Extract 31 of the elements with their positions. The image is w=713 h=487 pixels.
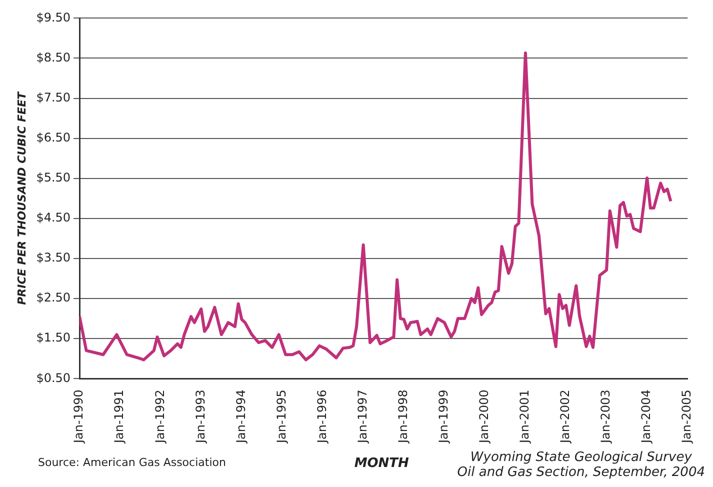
x-tick-label: Jan-2000 — [477, 390, 492, 444]
y-tick-label: $1.50 — [36, 330, 71, 345]
source-note: Source: American Gas Association — [38, 456, 226, 469]
y-tick-label: $9.50 — [36, 10, 71, 24]
x-tick-label: Jan-1994 — [234, 390, 248, 444]
y-tick-label: $5.50 — [36, 170, 71, 185]
x-tick-label: Jan-1995 — [274, 390, 288, 444]
x-axis-title: MONTH — [354, 456, 409, 471]
y-tick-label: $6.50 — [36, 130, 71, 144]
y-tick-label: $0.50 — [36, 370, 71, 385]
x-tick-label: Jan-1993 — [193, 390, 208, 444]
text: Wyoming State Geological Survey — [469, 450, 693, 465]
x-tick-label: Jan-1992 — [152, 390, 167, 444]
x-tick-label: Jan-2003 — [598, 390, 613, 444]
y-tick-label: $4.50 — [36, 210, 71, 225]
x-tick-label: Jan-1996 — [314, 390, 329, 444]
y-axis-title: PRICE PER THOUSAND CUBIC FEET — [15, 90, 28, 305]
x-tick-label: Jan-1997 — [355, 390, 370, 444]
y-tick-label: $7.50 — [36, 90, 71, 104]
x-tick-label: Jan-1990 — [72, 390, 86, 444]
x-tick-label: Jan-2001 — [518, 390, 532, 444]
x-tick-label: Jan-2004 — [639, 390, 654, 444]
y-tick-label: $3.50 — [36, 250, 71, 265]
text: Oil and Gas Section, September, 2004 — [457, 465, 705, 480]
y-tick-label: $8.50 — [36, 50, 71, 64]
y-tick-label: $2.50 — [36, 290, 71, 305]
x-tick-label: Jan-1999 — [436, 390, 451, 444]
x-tick-label: Jan-2005 — [680, 390, 694, 444]
x-tick-label: Jan-1991 — [112, 390, 126, 444]
x-tick-label: Jan-2002 — [558, 390, 572, 444]
x-tick-label: Jan-1998 — [396, 390, 410, 444]
